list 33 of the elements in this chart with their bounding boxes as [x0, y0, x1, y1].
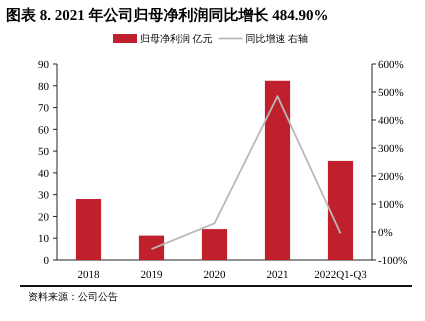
- y-tick-label: 90: [38, 59, 50, 71]
- y-tick-label: 40: [38, 168, 50, 180]
- y2-tick-label: 100%: [378, 199, 404, 211]
- x-tick-label: 2019: [140, 269, 163, 281]
- y-tick-label: 50: [38, 146, 50, 158]
- y-tick-label: 70: [38, 102, 50, 115]
- y2-tick-label: 600%: [378, 59, 404, 71]
- chart-title: 图表 8. 2021 年公司归母净利润同比增长 484.90%: [6, 6, 328, 24]
- y2-tick-label: -100%: [378, 255, 408, 267]
- y-tick-label: 80: [38, 80, 50, 93]
- y2-tick-label: 200%: [378, 171, 404, 183]
- y2-tick-label: 500%: [378, 87, 404, 99]
- bar: [202, 229, 228, 260]
- y-tick-label: 0: [44, 255, 50, 267]
- bar: [138, 236, 164, 260]
- bar: [76, 199, 102, 260]
- y2-tick-label: 0%: [378, 227, 393, 239]
- x-tick-label: 2022Q1-Q3: [314, 269, 368, 281]
- y-tick-label: 10: [38, 233, 50, 246]
- legend-label: 归母净利润 亿元: [140, 33, 212, 45]
- y2-tick-label: 300%: [378, 143, 404, 155]
- y-tick-label: 30: [38, 190, 50, 202]
- line-series: [150, 95, 342, 250]
- y2-tick-label: 400%: [378, 115, 404, 127]
- legend-label: 同比增速 右轴: [246, 33, 308, 45]
- x-tick-label: 2020: [204, 269, 226, 281]
- x-tick-label: 2021: [266, 269, 288, 281]
- y-tick-label: 20: [38, 211, 50, 224]
- y-tick-label: 60: [38, 124, 50, 136]
- bar: [328, 160, 354, 260]
- text: 资料来源：公司公告: [28, 291, 118, 303]
- bar: [264, 80, 290, 260]
- x-tick-label: 2018: [78, 269, 100, 281]
